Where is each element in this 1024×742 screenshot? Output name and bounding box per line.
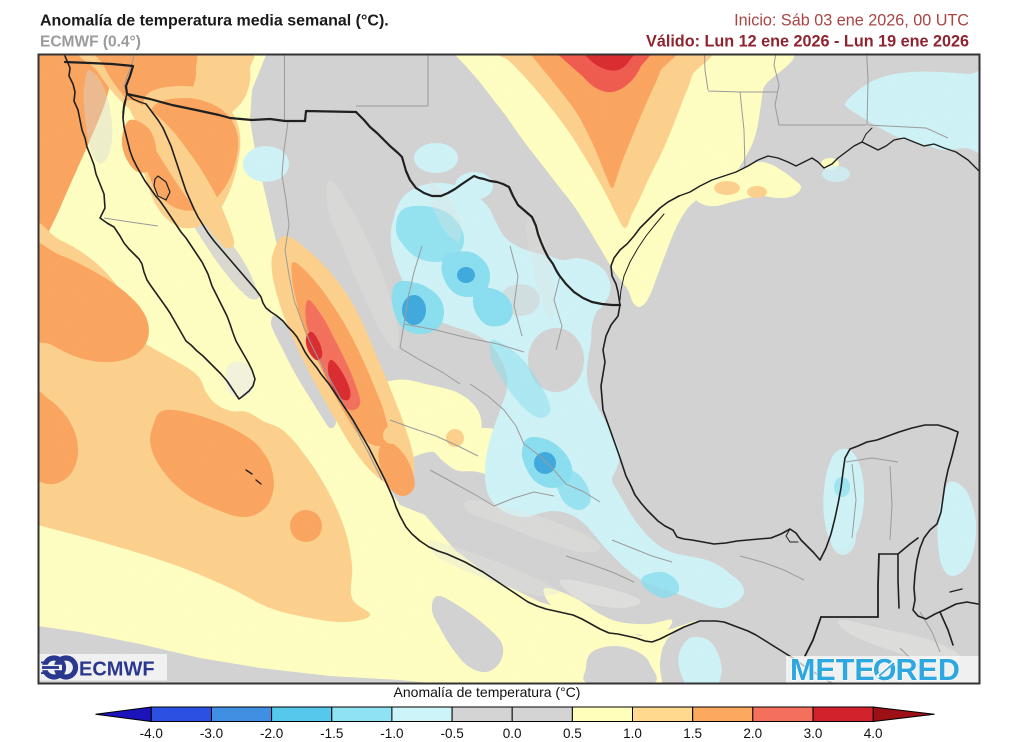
- svg-text:Anomalía de temperatura media: Anomalía de temperatura media semanal (°…: [40, 13, 389, 30]
- svg-text:-3.0: -3.0: [200, 726, 223, 741]
- svg-text:-0.5: -0.5: [440, 726, 463, 741]
- svg-text:Inicio: Sáb 03 ene 2026, 00 UT: Inicio: Sáb 03 ene 2026, 00 UTC: [734, 12, 969, 30]
- svg-text:-2.0: -2.0: [260, 726, 283, 741]
- svg-text:1.0: 1.0: [623, 726, 642, 741]
- svg-text:0.0: 0.0: [503, 726, 522, 741]
- svg-text:4.0: 4.0: [864, 726, 883, 741]
- svg-text:3.0: 3.0: [804, 726, 823, 741]
- svg-text:-4.0: -4.0: [140, 726, 163, 741]
- svg-text:Válido: Lun 12 ene 2026 - Lun: Válido: Lun 12 ene 2026 - Lun 19 ene 202…: [646, 33, 969, 51]
- svg-text:Anomalía de temperatura (°C): Anomalía de temperatura (°C): [394, 684, 581, 700]
- svg-text:-1.5: -1.5: [320, 726, 343, 741]
- svg-text:1.5: 1.5: [683, 726, 702, 741]
- svg-text:0.5: 0.5: [563, 726, 582, 741]
- svg-text:ECMWF (0.4°): ECMWF (0.4°): [40, 34, 141, 51]
- svg-text:2.0: 2.0: [743, 726, 762, 741]
- svg-text:-1.0: -1.0: [380, 726, 403, 741]
